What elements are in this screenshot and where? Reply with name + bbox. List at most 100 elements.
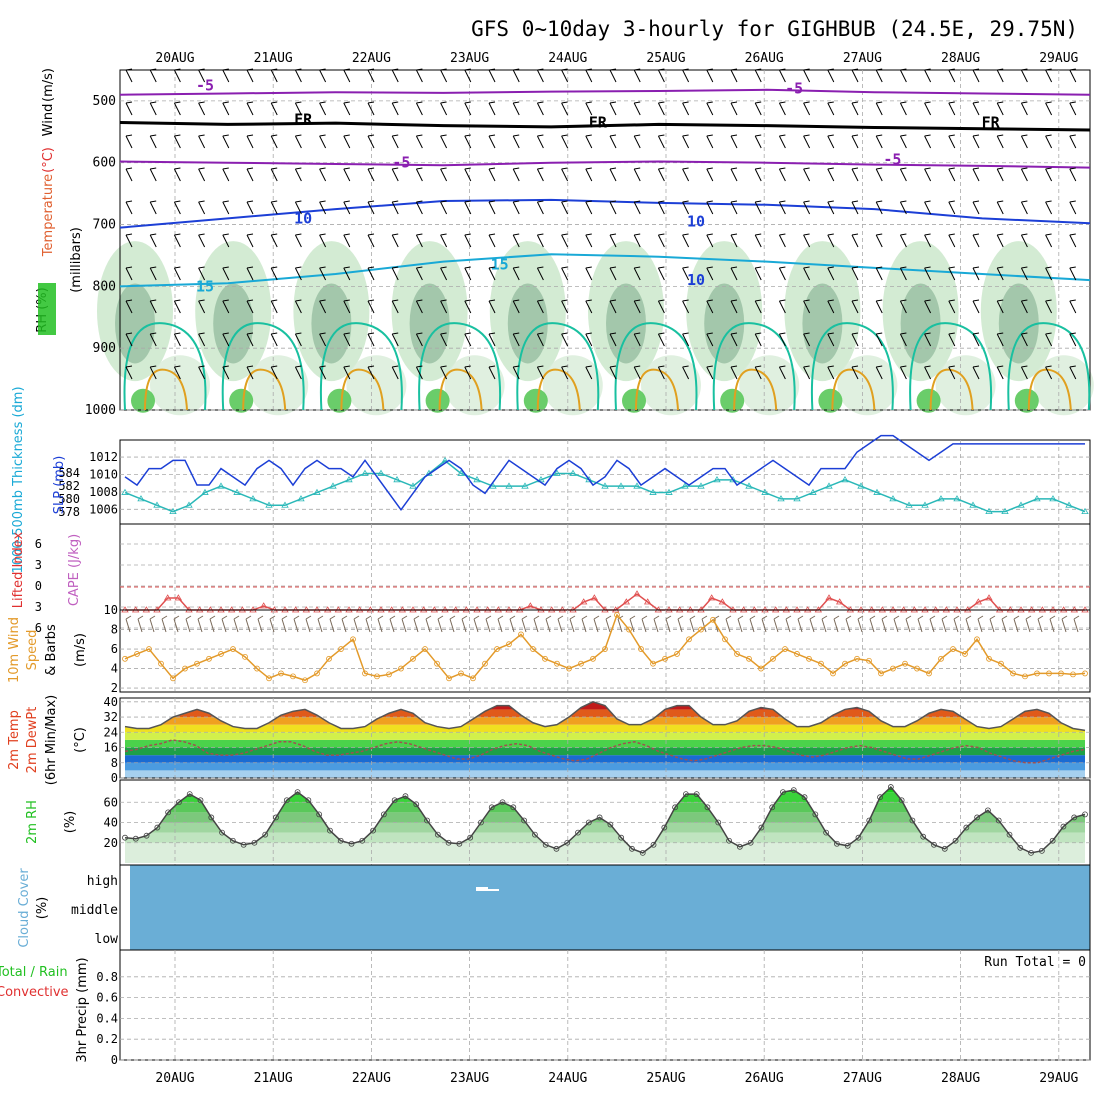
wind-speed-line-point — [374, 673, 380, 680]
wind-barb — [222, 200, 230, 215]
wind-barb — [343, 332, 351, 347]
wind-barb — [464, 134, 472, 149]
wind-barb — [464, 332, 472, 347]
wind-barb — [1045, 332, 1053, 347]
wind-barb — [536, 299, 544, 314]
slp-tick-label: 1010 — [89, 467, 118, 481]
wind-barb — [948, 200, 956, 215]
wind-barb-10m — [221, 615, 228, 633]
wind-barb — [585, 299, 593, 314]
wind-barb-10m — [449, 615, 456, 633]
wind-speed-line-point — [902, 660, 908, 667]
wind-barb — [149, 365, 157, 380]
wind-speed-line-point — [770, 655, 776, 662]
wind-barb — [754, 365, 762, 380]
thickness-line-point — [233, 488, 241, 495]
rh-line-point — [380, 811, 387, 818]
rh-shading — [542, 355, 603, 416]
wind-barb — [198, 233, 206, 248]
dewpt-axis-label: 2m DewPt — [25, 707, 40, 774]
wind-barb — [391, 167, 399, 182]
wind-barb — [778, 365, 786, 380]
wind-speed-line-point — [230, 646, 236, 652]
wind-barb — [391, 365, 399, 380]
wind-speed-line-point — [362, 670, 368, 677]
thickness-line-point — [1081, 507, 1089, 515]
wind-barb-10m — [413, 615, 420, 633]
rh2m-panel: 20 40 60 2m RH (%) — [25, 779, 1091, 866]
date-label-bottom: 22AUG — [352, 1071, 391, 1086]
rh-shading — [425, 388, 450, 413]
wind-barb — [1069, 266, 1077, 281]
wind-barb — [246, 266, 254, 281]
rh-line-point — [661, 824, 668, 831]
wind-speed-line-point — [590, 655, 596, 662]
rh-line-point — [521, 817, 528, 824]
wind-barb-10m — [497, 615, 504, 633]
wind-barb — [222, 299, 230, 314]
chart-title: GFS 0~10day 3-hourly for GIGHBUB (24.5E,… — [471, 17, 1078, 41]
wind-barb — [391, 233, 399, 248]
pressure-tick-label: 600 — [93, 156, 116, 171]
wind-barb-10m — [305, 615, 312, 633]
rh-band — [125, 802, 1085, 813]
thickness-line-point — [617, 482, 625, 489]
wind-speed-line-point — [170, 675, 176, 682]
wind-barb-10m — [761, 615, 768, 633]
wind-barb-10m — [341, 615, 348, 633]
wind-speed-line-point — [974, 636, 980, 643]
rh-line-point — [262, 831, 269, 838]
wind-speed-line-point — [314, 670, 320, 677]
wind-barb — [319, 134, 327, 149]
wind-barb — [512, 365, 520, 380]
wind-speed-line-point — [950, 646, 956, 652]
wind-barb — [561, 167, 569, 182]
wind-barb — [198, 365, 206, 380]
rh-line-point — [898, 797, 905, 804]
rh-line-point — [456, 840, 463, 847]
rh-line-point — [327, 827, 333, 834]
rh-line-point — [316, 811, 323, 818]
wind-barb-10m — [797, 615, 804, 633]
wind-speed-line-point — [278, 670, 284, 677]
cape-frame — [119, 523, 1091, 611]
wind-barb — [512, 68, 520, 83]
thickness-line-point — [793, 495, 801, 502]
rh-line-point — [240, 841, 247, 848]
wind-barb — [1045, 200, 1053, 215]
wind-barb-10m — [461, 615, 468, 633]
rh-line-point — [445, 839, 452, 846]
wind-tick-label: 6 — [111, 642, 118, 656]
precip-tick-label: 0.2 — [96, 1032, 118, 1046]
rh-line-point — [650, 841, 657, 848]
wind-speed-line-point — [518, 631, 524, 638]
thickness-line-point — [329, 482, 337, 489]
wind-barb — [657, 266, 665, 281]
wind-speed-line — [124, 613, 1086, 682]
wind-barb — [851, 68, 859, 83]
wind-barb-10m — [725, 615, 732, 633]
wind-barb — [875, 266, 883, 281]
wind-barb-10m — [605, 615, 612, 633]
wind-barb — [585, 167, 593, 182]
minmax-axis-label: (6hr Min/Max) — [44, 695, 59, 785]
rh-shading — [916, 388, 941, 413]
wind-frame — [119, 609, 1091, 693]
wind-speed-line-point — [338, 646, 344, 652]
wind-speed-line-point — [1010, 670, 1016, 677]
wind-barb — [754, 101, 762, 116]
wind-barb — [1020, 299, 1028, 314]
wind-barb — [270, 233, 278, 248]
wind-barb — [198, 299, 206, 314]
wind-barb — [1069, 68, 1077, 83]
wind-barb — [948, 134, 956, 149]
thickness-line-point — [185, 501, 193, 508]
wind-barb-10m — [185, 615, 192, 633]
wind-barb — [803, 68, 811, 83]
wind-barb — [536, 233, 544, 248]
thickness-line-point — [265, 501, 273, 508]
wind-barb — [464, 101, 472, 116]
wind-barb — [343, 134, 351, 149]
rh-shading — [229, 388, 254, 413]
